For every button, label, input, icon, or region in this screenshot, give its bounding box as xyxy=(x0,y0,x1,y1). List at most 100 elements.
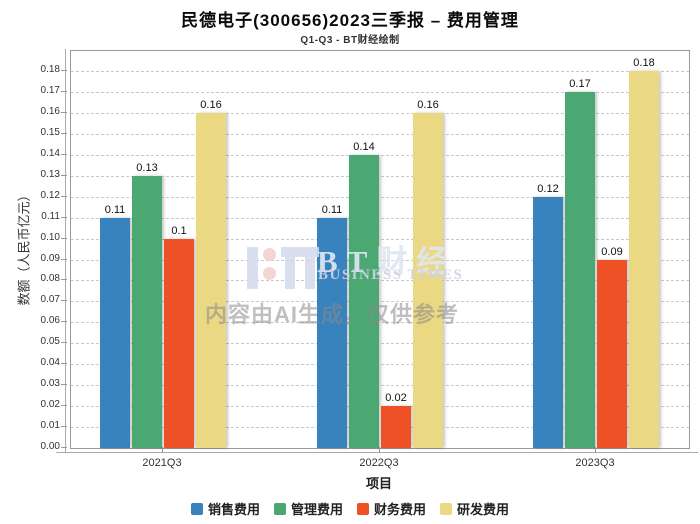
bar-group-2021Q3: 0.11 0.13 0.1 0.16 xyxy=(100,51,226,448)
y-tick-mark xyxy=(61,405,67,407)
bar-value-label: 0.16 xyxy=(200,98,222,111)
y-tick-label: 0.14 xyxy=(40,147,60,159)
gridline xyxy=(71,364,689,366)
gridline xyxy=(71,175,689,177)
y-tick-label: 0.02 xyxy=(40,399,60,411)
y-tick-label: 0.07 xyxy=(40,294,60,306)
bar-财务费用-2022Q3[interactable] xyxy=(381,406,411,448)
bar-slot: 0.14 xyxy=(349,141,379,448)
y-tick-label: 0.00 xyxy=(40,441,60,452)
y-tick-label: 0.06 xyxy=(40,315,60,327)
y-tick-label: 0.09 xyxy=(40,252,60,264)
x-tick-label-2022Q3: 2022Q3 xyxy=(359,457,399,469)
y-tick-label: 0.03 xyxy=(40,378,60,390)
chart-title: 民德电子(300656)2023三季报 – 费用管理 xyxy=(181,11,519,30)
legend-item-销售费用[interactable]: 销售费用 xyxy=(190,499,260,518)
bar-value-label: 0.12 xyxy=(537,182,559,195)
bar-value-label: 0.02 xyxy=(385,392,407,405)
chart-legend: 销售费用 管理费用 财务费用 研发费用 xyxy=(0,499,700,518)
bar-group-2023Q3: 0.12 0.17 0.09 0.18 xyxy=(533,51,659,448)
bar-管理费用-2022Q3[interactable] xyxy=(349,154,379,448)
bar-slot: 0.11 xyxy=(100,204,130,448)
bar-value-label: 0.14 xyxy=(353,140,375,153)
y-tick-mark xyxy=(61,300,67,302)
x-tick-label-2021Q3: 2021Q3 xyxy=(142,457,182,469)
y-tick-mark xyxy=(61,279,67,281)
legend-swatch-icon xyxy=(357,502,369,515)
gridline xyxy=(71,427,689,429)
x-tick-mark xyxy=(379,447,380,453)
gridline xyxy=(71,217,689,219)
legend-swatch-icon xyxy=(273,502,286,515)
bar-财务费用-2021Q3[interactable] xyxy=(164,238,194,448)
bar-slot: 0.09 xyxy=(597,246,627,448)
y-tick-label: 0.17 xyxy=(40,84,60,96)
y-tick-mark xyxy=(61,153,67,155)
bar-管理费用-2023Q3[interactable] xyxy=(565,91,595,448)
y-tick-mark xyxy=(61,195,67,197)
legend-item-管理费用[interactable]: 管理费用 xyxy=(273,499,343,518)
legend-item-财务费用[interactable]: 财务费用 xyxy=(357,499,426,518)
y-tick-mark xyxy=(61,363,67,365)
x-axis-line xyxy=(56,452,698,453)
bar-销售费用-2021Q3[interactable] xyxy=(100,217,130,448)
bar-value-label: 0.13 xyxy=(136,161,158,174)
bar-slot: 0.16 xyxy=(413,99,443,448)
y-tick-mark xyxy=(61,132,67,134)
gridline xyxy=(71,71,689,72)
bar-slot: 0.16 xyxy=(196,99,226,448)
bar-slot: 0.17 xyxy=(565,78,595,448)
legend-label: 研发费用 xyxy=(457,502,510,517)
bar-slot: 0.12 xyxy=(533,183,563,448)
y-tick-label: 0.08 xyxy=(40,273,60,285)
y-tick-mark xyxy=(61,70,67,71)
y-tick-label: 0.12 xyxy=(40,189,60,201)
bar-财务费用-2023Q3[interactable] xyxy=(597,259,627,448)
gridline xyxy=(71,385,689,387)
bar-slot: 0.02 xyxy=(381,392,411,448)
y-tick-mark xyxy=(61,426,67,428)
gridline xyxy=(71,154,689,156)
bar-研发费用-2023Q3[interactable] xyxy=(629,71,659,448)
y-tick-label: 0.15 xyxy=(40,126,60,138)
bar-研发费用-2022Q3[interactable] xyxy=(413,112,443,448)
y-tick-mark xyxy=(61,342,67,344)
chart-subtitle: Q1-Q3 - BT财经绘制 xyxy=(300,35,400,46)
gridline xyxy=(71,280,689,282)
gridline xyxy=(71,196,689,198)
y-axis-line xyxy=(65,49,66,453)
gridline xyxy=(71,343,689,345)
bar-销售费用-2023Q3[interactable] xyxy=(533,196,563,448)
y-tick-mark xyxy=(61,321,67,323)
gridline xyxy=(71,238,689,240)
bar-value-label: 0.18 xyxy=(633,57,655,69)
gridline xyxy=(71,259,689,261)
bar-slot: 0.18 xyxy=(629,57,659,448)
y-tick-label: 0.05 xyxy=(40,336,60,348)
bar-slot: 0.13 xyxy=(132,162,162,448)
y-tick-mark xyxy=(61,174,67,176)
y-tick-mark xyxy=(61,384,67,386)
bar-slot: 0.1 xyxy=(164,225,194,448)
y-tick-label: 0.04 xyxy=(40,357,60,369)
legend-item-研发费用[interactable]: 研发费用 xyxy=(440,499,509,518)
legend-label: 财务费用 xyxy=(374,502,427,517)
gridline xyxy=(71,301,689,303)
y-tick-label: 0.18 xyxy=(40,64,60,75)
y-tick-mark xyxy=(61,90,67,92)
x-axis-label: 项目 xyxy=(365,476,392,491)
legend-swatch-icon xyxy=(440,502,453,515)
bar-研发费用-2021Q3[interactable] xyxy=(196,112,226,448)
bar-value-label: 0.16 xyxy=(417,98,439,111)
bar-销售费用-2022Q3[interactable] xyxy=(317,217,347,448)
gridline xyxy=(71,112,689,114)
gridline xyxy=(71,91,689,93)
x-tick-mark xyxy=(162,447,163,453)
y-tick-mark xyxy=(61,111,67,113)
bar-管理费用-2021Q3[interactable] xyxy=(132,175,162,448)
bar-value-label: 0.11 xyxy=(104,203,126,216)
x-tick-label-2023Q3: 2023Q3 xyxy=(575,457,615,469)
bar-slot: 0.11 xyxy=(317,204,347,448)
y-tick-label: 0.01 xyxy=(40,420,60,432)
